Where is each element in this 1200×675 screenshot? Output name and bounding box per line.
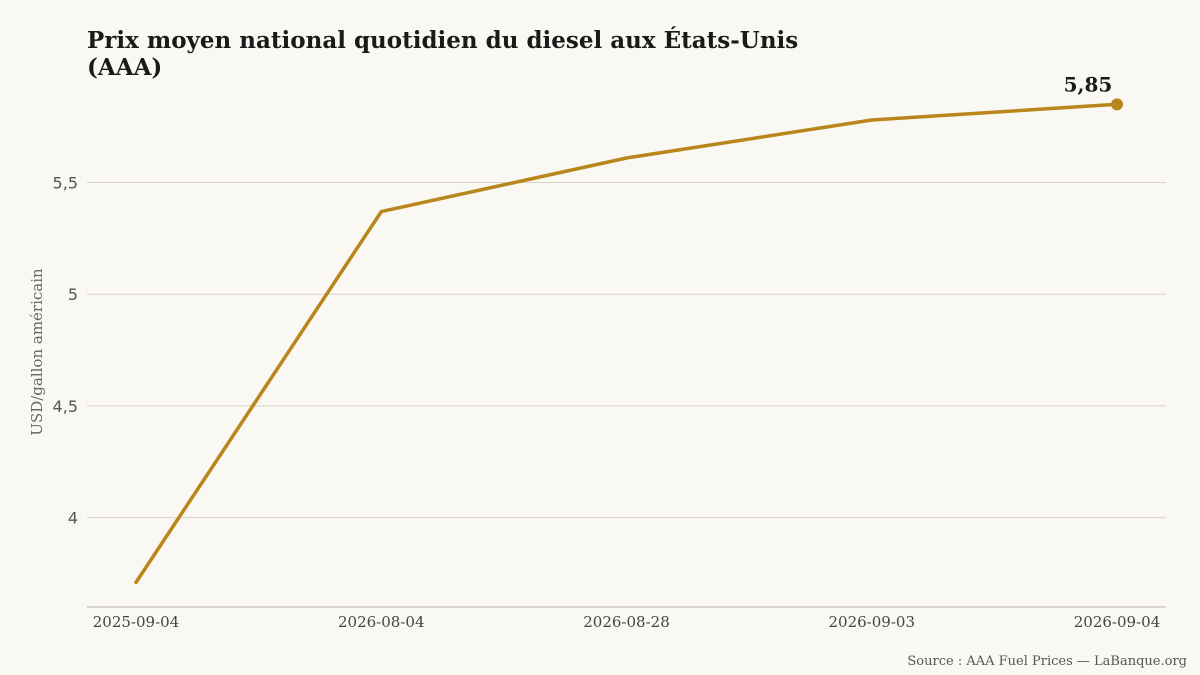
series-diesel-price: 5,85 xyxy=(134,72,1123,585)
series-line xyxy=(134,102,1119,585)
end-point-marker xyxy=(1111,98,1123,111)
y-tick-label: 5 xyxy=(68,285,78,304)
chart-title-line-1: Prix moyen national quotidien du diesel … xyxy=(87,27,798,54)
x-tick-label: 2026-09-04 xyxy=(1074,613,1160,631)
y-tick-labels: 4 4,5 5 5,5 xyxy=(53,174,78,528)
y-tick-label: 4,5 xyxy=(53,397,78,416)
y-tick-label: 5,5 xyxy=(53,174,78,193)
x-tick-label: 2026-08-28 xyxy=(583,613,669,631)
chart-title-line-2: (AAA) xyxy=(87,54,162,81)
y-tick-label: 4 xyxy=(68,509,78,528)
x-tick-label: 2026-09-03 xyxy=(829,613,915,631)
end-value-label: 5,85 xyxy=(1064,72,1113,96)
x-tick-label: 2025-09-04 xyxy=(93,613,179,631)
y-axis-label: USD/gallon américain xyxy=(28,268,46,436)
chart-title: Prix moyen national quotidien du diesel … xyxy=(87,27,798,81)
source-note: Source : AAA Fuel Prices — LaBanque.org xyxy=(907,654,1187,669)
x-tick-label: 2026-08-04 xyxy=(338,613,424,631)
y-gridlines xyxy=(87,182,1166,519)
x-tick-labels: 2025-09-04 2026-08-04 2026-08-28 2026-09-03… xyxy=(93,613,1160,631)
